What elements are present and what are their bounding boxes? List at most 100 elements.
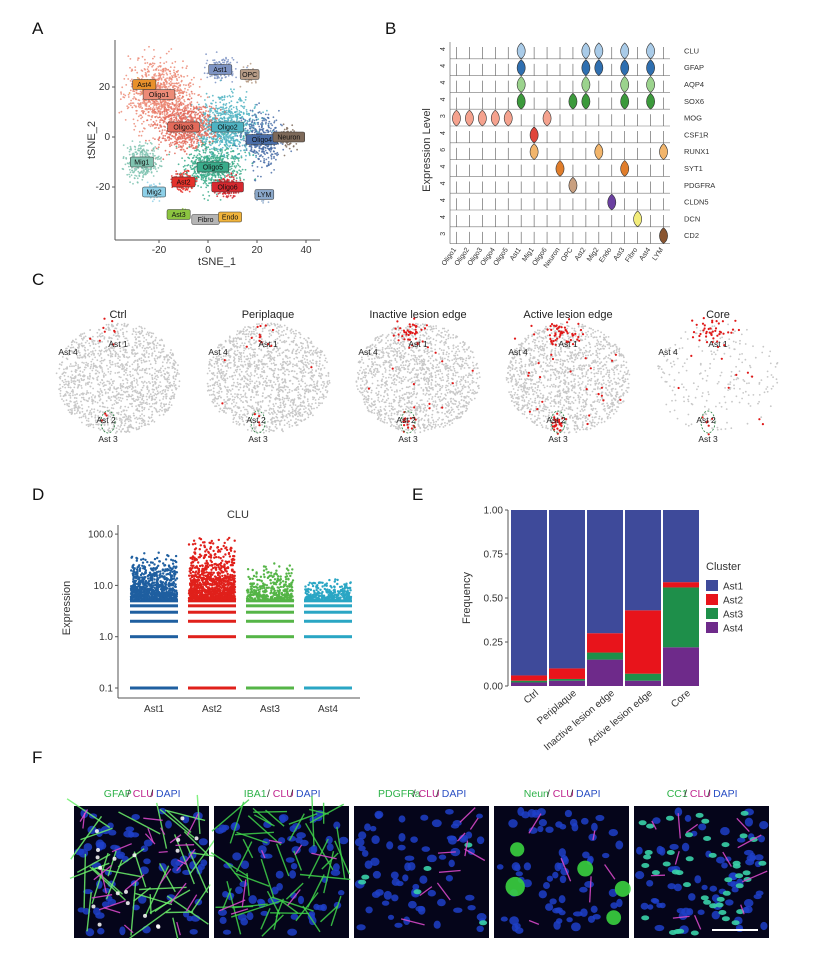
tsne-point (148, 105, 151, 107)
tsne-point (140, 151, 143, 154)
tsne-point (220, 132, 223, 135)
tsne-point (185, 137, 188, 140)
tsne-point (205, 149, 207, 152)
tsne-point (216, 77, 219, 80)
tsne-point (140, 93, 143, 96)
tsne-point (264, 131, 267, 134)
tsne-point (208, 140, 211, 143)
tsne-point (232, 162, 235, 165)
tsne-point (130, 70, 133, 72)
tsne-point (206, 96, 209, 99)
tsne-point (157, 102, 160, 105)
tsne-point (185, 134, 188, 137)
violin (516, 59, 526, 76)
tsne-point (132, 102, 135, 104)
tsne-point (175, 170, 178, 173)
tsne-point (152, 175, 155, 177)
tsne-point (260, 175, 262, 178)
tsne-point (245, 113, 248, 115)
tsne-point (209, 151, 212, 154)
tsne-point (193, 154, 196, 157)
tsne-point (233, 132, 236, 135)
gene-label: CLDN5 (684, 198, 709, 207)
tsne-point (236, 61, 239, 64)
tsne-point (123, 96, 126, 99)
tsne-point (175, 145, 178, 148)
gene-label: PDGFRA (684, 181, 715, 190)
tsne-point (214, 108, 216, 110)
tsne-point (186, 105, 189, 107)
tsne-point (228, 172, 231, 174)
tsne-point (182, 187, 185, 189)
tsne-point (158, 105, 161, 107)
tsne-point (243, 105, 246, 108)
tsne-point (231, 161, 234, 164)
tsne-point (238, 120, 241, 122)
tsne-point (205, 175, 208, 178)
tsne-point (157, 148, 160, 150)
tsne-point (134, 97, 137, 100)
gray-point (122, 335, 125, 338)
tsne-point (291, 129, 294, 131)
cluster-tick-label: Fibro (624, 247, 639, 264)
violin (503, 109, 513, 127)
tsne-point (131, 140, 134, 143)
tsne-point (142, 111, 145, 114)
tsne-point (130, 104, 132, 107)
tsne-point (203, 121, 205, 124)
tsne-point (210, 157, 213, 160)
y-tick-label: -20 (96, 182, 111, 193)
gray-point (110, 399, 112, 402)
tsne-point (164, 149, 167, 152)
tsne-point (229, 61, 232, 64)
tsne-point (267, 122, 270, 125)
tsne-point (202, 179, 205, 182)
tsne-point (238, 169, 241, 172)
tsne-point (183, 137, 186, 140)
tsne-point (184, 164, 186, 167)
tsne-point (141, 70, 144, 72)
tsne-point (248, 145, 251, 148)
tsne-point (238, 173, 241, 176)
tsne-point (173, 69, 175, 72)
tsne-point (166, 115, 168, 118)
tsne-point (178, 108, 181, 110)
cluster-label: LYM (257, 192, 271, 199)
tsne-point (186, 98, 189, 101)
tsne-point (176, 173, 179, 175)
tsne-point (259, 128, 262, 131)
tsne-point (254, 178, 257, 181)
tsne-point (221, 111, 224, 113)
tsne-point (128, 103, 131, 106)
tsne-point (190, 115, 193, 118)
tsne-point (212, 157, 215, 160)
tsne-point (205, 110, 207, 112)
tsne-point (211, 74, 213, 77)
tsne-point (259, 154, 262, 157)
tsne-point (229, 144, 232, 147)
tsne-point (238, 176, 241, 179)
tsne-point (236, 101, 239, 104)
tsne-point (205, 104, 208, 107)
violin (452, 109, 461, 127)
tsne-point (168, 143, 171, 146)
tsne-point (212, 99, 215, 102)
tsne-point (225, 109, 228, 112)
gene-label: SYT1 (684, 164, 703, 173)
tsne-point (196, 154, 199, 157)
tsne-point (217, 136, 220, 138)
gray-point (141, 346, 144, 349)
tsne-point (215, 147, 218, 150)
tsne-point (187, 120, 190, 122)
tsne-point (218, 173, 220, 175)
tsne-point (170, 117, 173, 120)
tsne-point (165, 132, 168, 135)
tsne-point (155, 185, 158, 188)
tsne-point (146, 68, 149, 71)
tsne-point (168, 85, 170, 88)
tsne-point (239, 149, 242, 152)
tsne-point (223, 178, 226, 181)
tsne-point (178, 92, 180, 95)
tsne-point (183, 135, 186, 138)
